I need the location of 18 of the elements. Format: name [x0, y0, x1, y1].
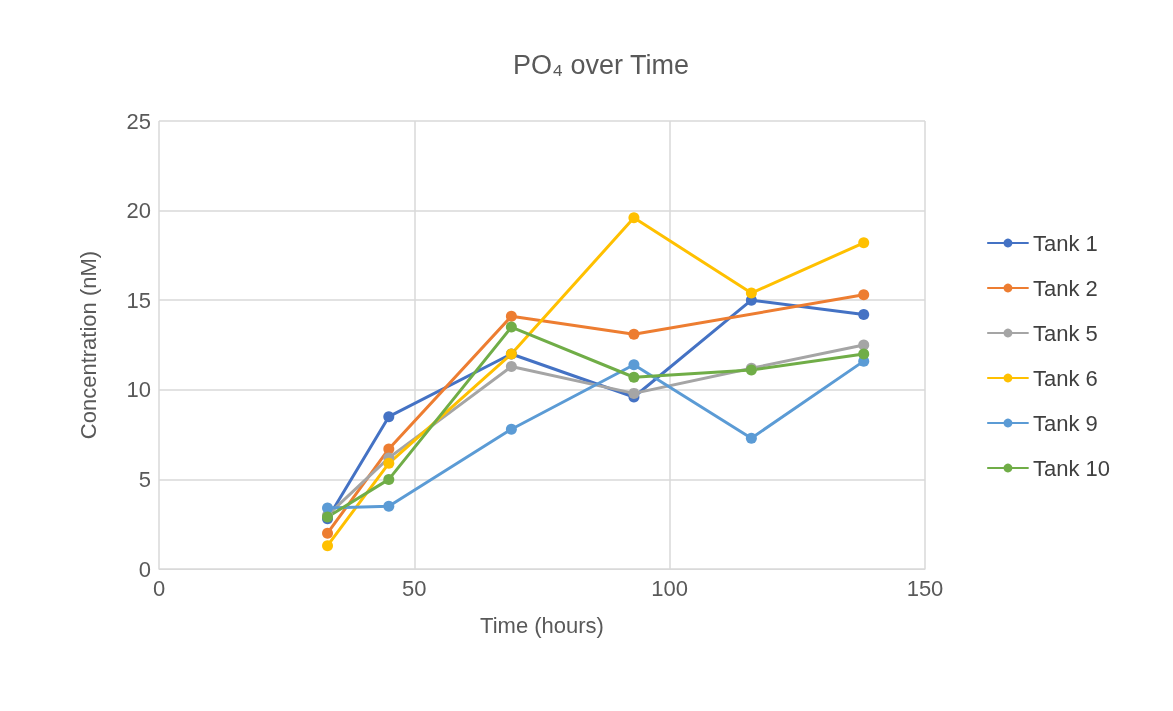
x-tick-label: 150	[906, 575, 944, 601]
y-tick-label: 15	[126, 287, 151, 313]
x-tick-label: 50	[402, 575, 427, 601]
y-tick-label: 25	[126, 108, 151, 134]
y-tick-label: 10	[126, 377, 151, 403]
y-axis-title: Concentration (nM)	[75, 250, 101, 440]
legend-label: Tank 9	[1032, 410, 1098, 436]
legend-label: Tank 6	[1032, 365, 1098, 391]
x-axis-title: Time (hours)	[480, 612, 604, 638]
y-tick-label: 20	[126, 198, 151, 224]
y-tick-label: 0	[138, 556, 151, 582]
legend-label: Tank 1	[1032, 230, 1098, 256]
x-tick-label: 100	[651, 575, 689, 601]
y-tick-label: 5	[138, 466, 151, 492]
legend-label: Tank 2	[1032, 275, 1098, 301]
legend-label: Tank 10	[1032, 455, 1111, 481]
chart-title: PO₄ over Time	[512, 49, 690, 80]
legend-label: Tank 5	[1032, 320, 1098, 346]
